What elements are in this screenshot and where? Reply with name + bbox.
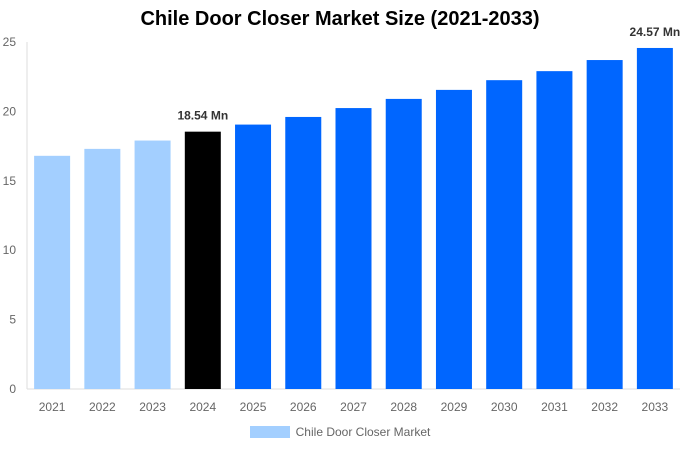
x-tick-label: 2022 — [89, 400, 116, 414]
data-label: 18.54 Mn — [177, 109, 228, 123]
x-tick-label: 2032 — [591, 400, 618, 414]
y-tick-label: 20 — [3, 104, 17, 118]
legend: Chile Door Closer Market — [0, 425, 680, 439]
y-tick-label: 15 — [3, 174, 17, 188]
y-tick-label: 10 — [3, 243, 17, 257]
data-label: 24.57 Mn — [630, 25, 680, 39]
x-tick-label: 2023 — [139, 400, 166, 414]
y-tick-label: 25 — [3, 35, 17, 49]
x-tick-label: 2029 — [441, 400, 468, 414]
bar-2025 — [235, 124, 272, 389]
legend-label: Chile Door Closer Market — [295, 425, 431, 439]
bar-2021 — [34, 155, 71, 389]
bar-2033 — [636, 47, 673, 390]
x-tick-label: 2021 — [39, 400, 66, 414]
x-tick-label: 2028 — [390, 400, 417, 414]
bar-2031 — [536, 71, 573, 389]
bar-2026 — [285, 116, 322, 390]
y-tick-label: 0 — [9, 382, 16, 396]
x-tick-label: 2033 — [642, 400, 669, 414]
bar-2029 — [435, 89, 472, 390]
x-tick-label: 2030 — [491, 400, 518, 414]
x-tick-label: 2026 — [290, 400, 317, 414]
bar-2030 — [486, 80, 523, 390]
bar-2023 — [134, 140, 171, 389]
legend-swatch — [249, 426, 290, 438]
bar-2022 — [84, 148, 121, 389]
y-tick-label: 5 — [9, 313, 16, 327]
bar-2028 — [385, 98, 422, 390]
x-tick-label: 2027 — [340, 400, 367, 414]
chart-title: Chile Door Closer Market Size (2021-2033… — [140, 8, 540, 30]
bar-2027 — [335, 108, 372, 390]
x-tick-label: 2024 — [189, 400, 216, 414]
bar-2024 — [184, 131, 221, 389]
bar-2032 — [586, 60, 623, 389]
x-tick-label: 2031 — [541, 400, 568, 414]
x-tick-label: 2025 — [240, 400, 267, 414]
